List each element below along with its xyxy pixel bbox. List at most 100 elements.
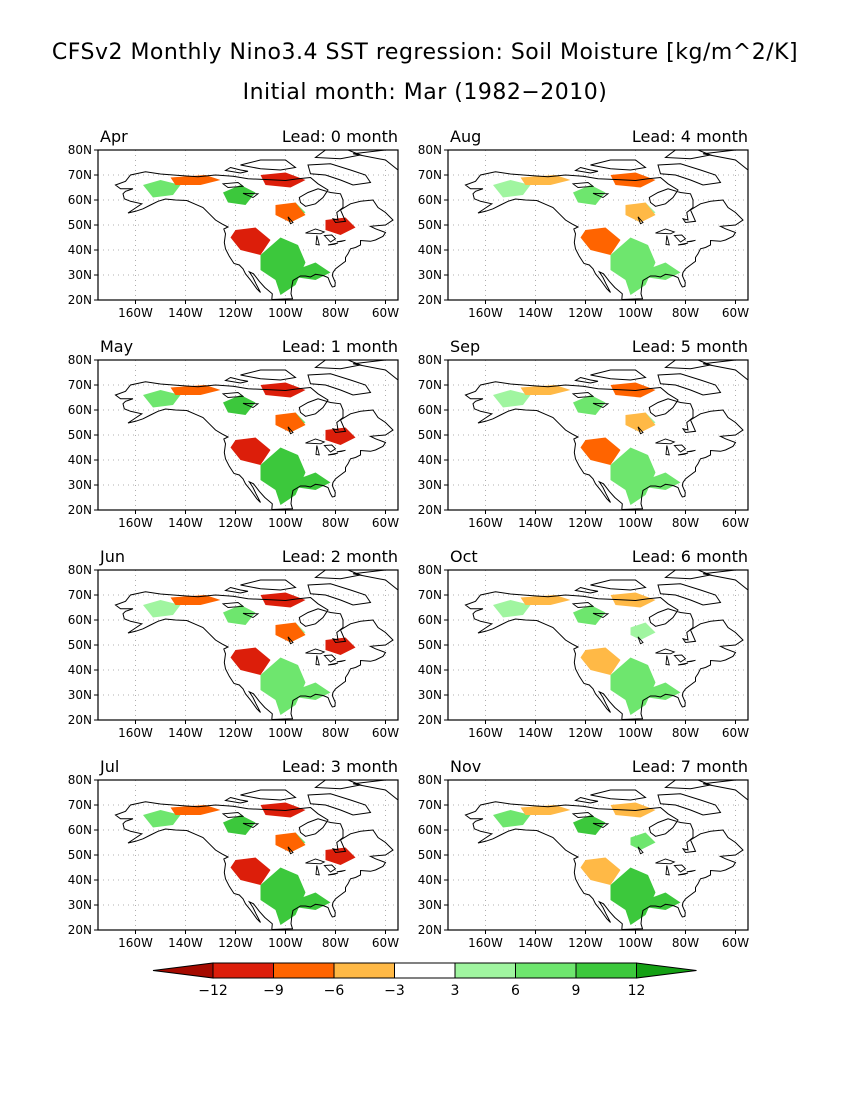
figure-title: CFSv2 Monthly Nino3.4 SST regression: So… bbox=[51, 40, 799, 65]
island-coastline bbox=[224, 376, 249, 384]
lake-outline bbox=[655, 648, 676, 655]
lon-tick-label: 60W bbox=[372, 936, 399, 950]
lat-tick-label: 60N bbox=[68, 613, 92, 627]
lat-tick-label: 60N bbox=[68, 823, 92, 837]
panel-lead-label: Lead: 0 month bbox=[282, 127, 398, 146]
dry-anomaly-area bbox=[580, 227, 621, 255]
wet-anomaly-area bbox=[610, 447, 656, 505]
wet-anomaly-area bbox=[260, 867, 306, 925]
island-coastline bbox=[657, 163, 722, 186]
lon-tick-label: 160W bbox=[468, 516, 503, 530]
panel-lead-label: Lead: 4 month bbox=[632, 127, 748, 146]
lake-outline bbox=[242, 612, 260, 619]
wet-anomaly-area bbox=[573, 605, 606, 625]
lat-tick-label: 50N bbox=[418, 218, 442, 232]
lat-tick-label: 70N bbox=[418, 378, 442, 392]
lake-outline bbox=[592, 402, 610, 409]
coastline bbox=[464, 801, 744, 930]
wet-anomaly-area bbox=[610, 867, 656, 925]
dry-anomaly-area bbox=[580, 857, 621, 885]
colorbar-segment bbox=[515, 962, 577, 979]
lat-tick-label: 60N bbox=[418, 613, 442, 627]
island-coastline bbox=[664, 780, 713, 790]
lon-tick-label: 140W bbox=[518, 306, 553, 320]
island-coastline bbox=[574, 166, 599, 174]
dry-anomaly-area bbox=[580, 437, 621, 465]
lon-tick-label: 60W bbox=[722, 726, 749, 740]
island-coastline bbox=[314, 780, 363, 790]
colorbar-label: 9 bbox=[572, 983, 581, 999]
lake-outline bbox=[665, 235, 670, 246]
lat-tick-label: 60N bbox=[418, 193, 442, 207]
panel-month-label: Apr bbox=[100, 127, 128, 146]
coastline bbox=[114, 591, 394, 720]
lake-outline bbox=[315, 235, 320, 246]
map-panel: 80N 70N 60N 50N 40N 30N 20N 160W 140W 120W 100W 80W… bbox=[418, 757, 749, 950]
lat-tick-label: 80N bbox=[68, 773, 92, 787]
lake-outline bbox=[571, 602, 595, 608]
wet-anomaly-area bbox=[223, 185, 256, 205]
lake-outline bbox=[221, 602, 245, 608]
lat-tick-label: 40N bbox=[68, 243, 92, 257]
lon-tick-label: 140W bbox=[168, 306, 203, 320]
lon-tick-label: 60W bbox=[722, 306, 749, 320]
lon-tick-label: 100W bbox=[618, 516, 653, 530]
island-coastline bbox=[574, 796, 599, 804]
colorbar-label: −9 bbox=[263, 983, 284, 999]
lake-outline bbox=[305, 228, 326, 235]
lat-tick-label: 50N bbox=[68, 848, 92, 862]
lat-tick-label: 20N bbox=[418, 293, 442, 307]
lat-tick-label: 20N bbox=[418, 713, 442, 727]
dry-anomaly-area bbox=[520, 385, 571, 395]
lake-outline bbox=[327, 662, 339, 666]
lake-outline bbox=[336, 869, 346, 873]
lon-tick-label: 80W bbox=[322, 936, 349, 950]
dry-anomaly-area bbox=[325, 637, 356, 655]
lat-tick-label: 80N bbox=[418, 563, 442, 577]
lat-tick-label: 30N bbox=[68, 478, 92, 492]
lake-outline bbox=[242, 402, 260, 409]
greenland-coastline bbox=[352, 780, 398, 801]
wet-anomaly-area bbox=[223, 395, 256, 415]
lat-tick-label: 70N bbox=[418, 798, 442, 812]
dry-anomaly-area bbox=[170, 385, 221, 395]
lon-tick-label: 100W bbox=[268, 936, 303, 950]
lake-outline bbox=[673, 654, 687, 663]
lake-outline bbox=[221, 812, 245, 818]
panel-lead-label: Lead: 6 month bbox=[632, 547, 748, 566]
lon-tick-label: 100W bbox=[618, 306, 653, 320]
lat-tick-label: 50N bbox=[68, 428, 92, 442]
colorbar-right-arrow bbox=[636, 962, 697, 979]
lon-tick-label: 80W bbox=[322, 726, 349, 740]
lake-outline bbox=[336, 449, 346, 453]
panel-lead-label: Lead: 3 month bbox=[282, 757, 398, 776]
colorbar-left-arrow bbox=[152, 962, 214, 979]
lake-outline bbox=[637, 216, 644, 225]
panel-month-label: Jun bbox=[99, 547, 125, 566]
island-coastline bbox=[240, 579, 297, 591]
lat-tick-label: 70N bbox=[68, 168, 92, 182]
island-coastline bbox=[307, 163, 372, 186]
island-coastline bbox=[240, 159, 297, 171]
lat-tick-label: 20N bbox=[68, 293, 92, 307]
wet-anomaly-area bbox=[630, 622, 656, 640]
lon-tick-label: 80W bbox=[672, 306, 699, 320]
map-panel: 80N 70N 60N 50N 40N 30N 20N 160W 140W 120W 100W 80W… bbox=[68, 547, 399, 740]
lat-tick-label: 70N bbox=[68, 588, 92, 602]
dry-anomaly-area bbox=[625, 412, 656, 433]
lat-tick-label: 80N bbox=[418, 143, 442, 157]
lake-outline bbox=[677, 662, 689, 666]
colorbar-label: −6 bbox=[324, 983, 345, 999]
lat-tick-label: 40N bbox=[418, 453, 442, 467]
lake-outline bbox=[305, 648, 326, 655]
lake-outline bbox=[305, 438, 326, 445]
map-panel: 80N 70N 60N 50N 40N 30N 20N 160W 140W 120W 100W 80W… bbox=[68, 337, 399, 530]
lon-tick-label: 160W bbox=[118, 936, 153, 950]
lat-tick-label: 70N bbox=[68, 798, 92, 812]
colorbar-label: −3 bbox=[384, 983, 405, 999]
lat-tick-label: 50N bbox=[68, 638, 92, 652]
lake-outline bbox=[287, 426, 294, 435]
island-coastline bbox=[664, 150, 713, 160]
map-panel: 80N 70N 60N 50N 40N 30N 20N 160W 140W 120W 100W 80W… bbox=[418, 547, 749, 740]
